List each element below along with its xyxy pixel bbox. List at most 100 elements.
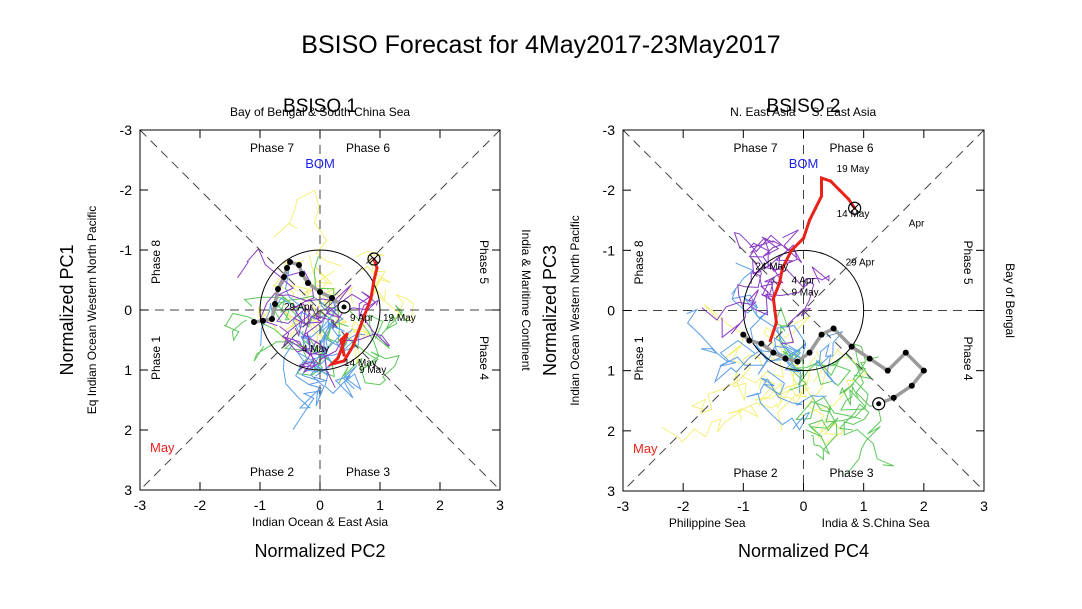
ensemble-member-line (302, 299, 379, 340)
forecast-point (351, 344, 355, 348)
forecast-trajectory-line (768, 176, 856, 342)
ensemble-member-line (661, 404, 760, 443)
phase-label: Phase 8 (149, 240, 163, 284)
y-tick-label: -3 (120, 122, 133, 138)
observed-point (782, 355, 789, 362)
date-annotation: 9 May (359, 365, 386, 376)
ensemble-member-line (276, 303, 324, 353)
forecast-point (828, 179, 833, 183)
ensemble-member-line (257, 289, 313, 343)
forecast-point (342, 359, 346, 363)
ensemble-member-line (323, 317, 360, 354)
y-tick-label: -2 (120, 182, 133, 198)
region-label-top: S. East Asia (812, 105, 877, 119)
forecast-point (819, 176, 824, 180)
phase-label: Phase 3 (829, 466, 873, 480)
ensemble-member-line (815, 330, 844, 385)
region-label-bottom: Indian Ocean & East Asia (252, 515, 388, 529)
phase-label: Phase 8 (632, 240, 646, 284)
observed-point (296, 262, 302, 268)
ensemble-member-line (748, 236, 782, 257)
x-tick-label: -2 (194, 497, 207, 513)
forecast-point (847, 197, 851, 201)
observed-point (908, 382, 915, 389)
ensemble-member-line (278, 270, 334, 335)
date-annotation: 19 May (383, 313, 416, 324)
date-annotation: 9 May (791, 287, 818, 298)
ensemble-member-line (273, 189, 342, 267)
observed-point (848, 343, 855, 350)
forecast-end-marker (848, 201, 862, 215)
y-tick-label: 3 (124, 482, 132, 498)
ensemble-member-line (777, 315, 811, 431)
y-tick-label: 2 (607, 423, 615, 439)
date-annotation: 14 May (837, 209, 870, 220)
ensemble-member-line (272, 259, 324, 359)
phase-label: Phase 1 (632, 336, 646, 380)
observed-point (806, 349, 813, 356)
x-tick-label: -3 (134, 497, 147, 513)
ensemble-member-line (260, 297, 311, 353)
observed-start-marker-dot (341, 304, 347, 310)
date-annotation: 4 Apr (791, 275, 815, 286)
y-tick-label: 3 (607, 483, 615, 499)
ensemble-member-line (746, 378, 811, 431)
observed-point (284, 265, 290, 271)
bsiso-panel-2: BSISO 2 -3 -3 -2 -2 -1 -1 0 0 1 1 2 2 3 3 Normalized PC… (540, 96, 1017, 561)
observed-point (317, 289, 323, 295)
observed-point (890, 394, 897, 401)
x-tick-label: -2 (677, 498, 690, 514)
ensemble-member-line (313, 364, 362, 399)
phase-label: Phase 5 (477, 240, 491, 284)
region-label-right: India & Maritime Continent (519, 229, 533, 371)
forecast-point (789, 248, 794, 252)
phase-label: Phase 1 (149, 336, 163, 380)
x-tick-label: -1 (254, 497, 267, 513)
region-label-bottom: Philippine Sea (669, 516, 746, 530)
x-tick-label: -3 (617, 498, 630, 514)
panel-title: BSISO 1 (283, 96, 357, 117)
phase-divider (139, 129, 501, 491)
forecast-point (801, 236, 806, 240)
observed-trajectory-line (253, 259, 346, 324)
ensemble-member-line (795, 396, 861, 461)
observed-point (884, 367, 891, 374)
forecast-end-marker-cross (369, 254, 379, 264)
bom-label: BOM (305, 156, 335, 171)
date-annotation: 24 May (755, 262, 788, 273)
forecast-point (375, 266, 379, 270)
ensemble-member-line (313, 255, 349, 344)
observed-point (269, 316, 275, 322)
phase-label: Phase 2 (733, 466, 777, 480)
x-tick-label: 1 (860, 498, 868, 514)
observed-point (275, 286, 281, 292)
date-annotation: 14 May (344, 358, 377, 369)
x-tick-label: 0 (800, 498, 808, 514)
ensemble-member-line (838, 403, 894, 467)
x-tick-label: 2 (920, 498, 928, 514)
forecast-point (768, 338, 773, 343)
ensemble-member-line (846, 365, 882, 475)
forecast-point (819, 194, 824, 198)
observed-point (758, 340, 765, 347)
region-label-left: Indian Ocean Western North Pacific (568, 215, 582, 406)
ensemble-member-line (338, 351, 400, 386)
ensemble-member-line (805, 417, 839, 455)
ensemble-member-line (259, 270, 352, 327)
ensemble-member-line (690, 367, 751, 415)
observed-point (740, 331, 747, 338)
forecast-point (372, 278, 376, 282)
month-label: May (150, 440, 175, 455)
ensemble-member-line (281, 335, 336, 388)
observed-point (329, 295, 335, 301)
forecast-point (342, 353, 346, 357)
observed-point (305, 280, 311, 286)
y-tick-label: 2 (124, 422, 132, 438)
date-annotation: 29 Apr (284, 302, 314, 313)
phase-label: Phase 3 (346, 465, 390, 479)
region-label-top: N. East Asia (730, 105, 796, 119)
panel-title: BSISO 2 (767, 96, 841, 117)
forecast-point (360, 320, 364, 324)
